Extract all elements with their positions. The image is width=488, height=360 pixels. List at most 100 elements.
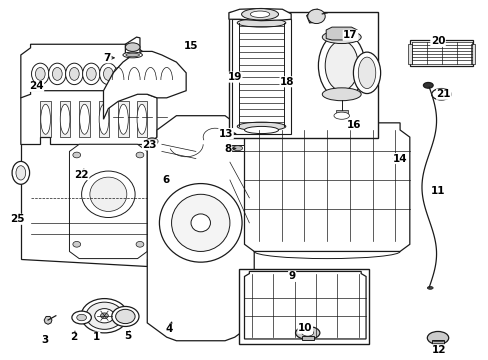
Text: 14: 14 bbox=[392, 154, 407, 163]
Ellipse shape bbox=[322, 31, 361, 44]
Ellipse shape bbox=[73, 242, 81, 247]
Bar bbox=[228, 12, 377, 138]
Ellipse shape bbox=[333, 112, 349, 119]
Ellipse shape bbox=[358, 57, 375, 89]
Polygon shape bbox=[103, 51, 186, 119]
Polygon shape bbox=[244, 271, 366, 339]
Ellipse shape bbox=[307, 9, 325, 23]
Ellipse shape bbox=[82, 63, 100, 85]
Ellipse shape bbox=[427, 332, 448, 344]
Ellipse shape bbox=[318, 33, 365, 99]
Bar bbox=[232, 19, 290, 134]
Ellipse shape bbox=[35, 67, 45, 80]
Bar bbox=[409, 40, 472, 66]
Ellipse shape bbox=[137, 104, 146, 134]
Ellipse shape bbox=[120, 67, 130, 80]
Ellipse shape bbox=[48, 63, 66, 85]
Ellipse shape bbox=[99, 104, 109, 134]
Polygon shape bbox=[99, 102, 109, 137]
Ellipse shape bbox=[95, 309, 114, 323]
Ellipse shape bbox=[244, 126, 278, 134]
Text: 8: 8 bbox=[224, 144, 231, 154]
Ellipse shape bbox=[431, 89, 450, 100]
Text: 19: 19 bbox=[227, 72, 242, 82]
Ellipse shape bbox=[12, 161, 30, 184]
Ellipse shape bbox=[423, 82, 432, 88]
Polygon shape bbox=[431, 340, 443, 346]
Text: 10: 10 bbox=[297, 323, 312, 333]
Ellipse shape bbox=[81, 298, 127, 333]
Ellipse shape bbox=[295, 327, 319, 339]
Polygon shape bbox=[21, 91, 157, 148]
Ellipse shape bbox=[191, 214, 210, 232]
Ellipse shape bbox=[116, 63, 134, 85]
Text: 13: 13 bbox=[218, 129, 233, 139]
Ellipse shape bbox=[103, 67, 113, 80]
Ellipse shape bbox=[73, 152, 81, 158]
Ellipse shape bbox=[90, 177, 126, 211]
Polygon shape bbox=[44, 316, 52, 324]
Text: 11: 11 bbox=[430, 186, 445, 197]
Polygon shape bbox=[301, 336, 313, 340]
Ellipse shape bbox=[136, 242, 143, 247]
Text: 18: 18 bbox=[280, 77, 294, 87]
Ellipse shape bbox=[237, 122, 285, 131]
Ellipse shape bbox=[112, 306, 139, 327]
Polygon shape bbox=[325, 27, 357, 40]
Ellipse shape bbox=[427, 287, 432, 289]
Polygon shape bbox=[21, 44, 147, 102]
Polygon shape bbox=[125, 37, 140, 54]
Polygon shape bbox=[60, 102, 70, 137]
Ellipse shape bbox=[116, 309, 135, 324]
Text: 16: 16 bbox=[346, 120, 361, 130]
Polygon shape bbox=[79, 102, 90, 137]
Text: 21: 21 bbox=[436, 89, 450, 99]
Text: 24: 24 bbox=[29, 81, 43, 91]
Polygon shape bbox=[230, 145, 244, 152]
Bar bbox=[407, 44, 411, 64]
Text: 7: 7 bbox=[103, 53, 111, 63]
Ellipse shape bbox=[81, 171, 135, 217]
Ellipse shape bbox=[146, 138, 158, 145]
Text: 12: 12 bbox=[431, 345, 446, 355]
Ellipse shape bbox=[232, 146, 242, 151]
Text: 2: 2 bbox=[70, 332, 77, 342]
Ellipse shape bbox=[69, 67, 79, 80]
Polygon shape bbox=[40, 102, 51, 137]
Polygon shape bbox=[21, 137, 157, 266]
Bar bbox=[470, 44, 474, 64]
Ellipse shape bbox=[60, 104, 70, 134]
Text: 15: 15 bbox=[183, 41, 198, 51]
Polygon shape bbox=[118, 102, 128, 137]
Text: 23: 23 bbox=[142, 140, 157, 150]
Ellipse shape bbox=[237, 18, 285, 27]
Text: 5: 5 bbox=[124, 332, 131, 342]
Ellipse shape bbox=[322, 88, 361, 101]
Ellipse shape bbox=[101, 313, 108, 319]
Ellipse shape bbox=[65, 63, 83, 85]
Text: 9: 9 bbox=[288, 271, 295, 282]
Polygon shape bbox=[136, 102, 147, 137]
Text: 17: 17 bbox=[343, 30, 357, 40]
Ellipse shape bbox=[86, 302, 122, 329]
Ellipse shape bbox=[159, 184, 242, 262]
Ellipse shape bbox=[122, 52, 142, 58]
Text: 1: 1 bbox=[92, 332, 100, 342]
Polygon shape bbox=[244, 123, 409, 251]
Ellipse shape bbox=[72, 311, 91, 324]
Polygon shape bbox=[228, 9, 290, 21]
Ellipse shape bbox=[437, 92, 445, 97]
Ellipse shape bbox=[77, 314, 86, 321]
Polygon shape bbox=[234, 125, 247, 131]
Text: 6: 6 bbox=[162, 175, 169, 185]
Polygon shape bbox=[335, 110, 347, 115]
Ellipse shape bbox=[31, 63, 49, 85]
Polygon shape bbox=[147, 116, 254, 341]
Ellipse shape bbox=[353, 52, 380, 94]
Text: 22: 22 bbox=[74, 170, 89, 180]
Ellipse shape bbox=[16, 166, 26, 180]
Ellipse shape bbox=[233, 126, 247, 134]
Ellipse shape bbox=[125, 53, 139, 57]
Ellipse shape bbox=[41, 104, 50, 134]
Bar bbox=[238, 269, 368, 344]
